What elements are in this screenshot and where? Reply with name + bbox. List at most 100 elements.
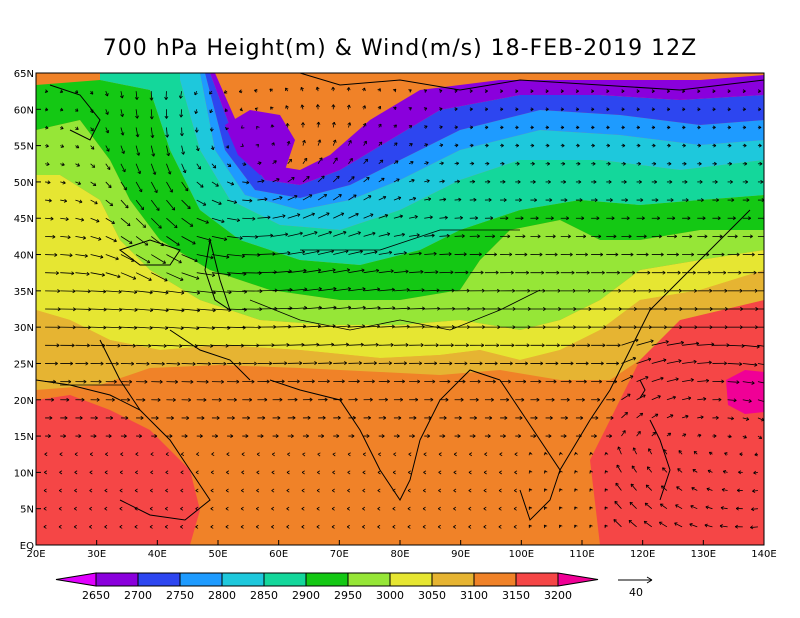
wind-arrowhead	[348, 140, 352, 144]
wind-arrowhead	[366, 434, 370, 438]
wind-arrowhead	[517, 179, 521, 184]
wind-arrowhead	[83, 379, 87, 384]
wind-arrowhead	[264, 197, 268, 202]
wind-arrow	[332, 139, 336, 146]
wind-arrow	[662, 467, 668, 473]
wind-arrowhead	[98, 379, 102, 384]
wind-arrowhead	[90, 109, 94, 113]
wind-arrow	[120, 127, 124, 136]
colorbar-swatch	[137, 572, 181, 587]
wind-arrowhead	[381, 177, 385, 182]
wind-arrowhead	[337, 415, 341, 420]
wind-arrow	[105, 91, 109, 97]
wind-arrowhead	[527, 325, 531, 330]
wind-arrow	[628, 520, 637, 528]
wind-arrowhead	[316, 506, 320, 511]
wind-arrow	[317, 157, 323, 164]
wind-arrow	[424, 289, 440, 292]
wind-arrowhead	[438, 488, 442, 493]
wind-arrowhead	[452, 306, 456, 311]
wind-arrow	[90, 308, 107, 311]
wind-arrowhead	[672, 216, 676, 221]
wind-arrowhead	[258, 161, 262, 166]
wind-arrowhead	[434, 361, 438, 366]
wind-arrowhead	[554, 252, 558, 257]
wind-arrowhead	[407, 488, 411, 493]
wind-arrowhead	[723, 270, 727, 275]
wind-arrowhead	[629, 501, 634, 506]
wind-arrowhead	[420, 269, 424, 274]
wind-arrowhead	[729, 161, 732, 166]
wind-arrowhead	[135, 452, 139, 457]
wind-arrow	[287, 288, 308, 292]
wind-arrow	[136, 326, 153, 329]
wind-arrowhead	[603, 307, 607, 311]
wind-arrowhead	[406, 324, 410, 329]
wind-arrowhead	[545, 107, 549, 112]
wind-arrow	[272, 307, 293, 310]
wind-arrowhead	[637, 431, 641, 435]
wind-arrowhead	[642, 394, 646, 398]
wind-arrowhead	[330, 249, 335, 254]
wind-arrowhead	[760, 179, 764, 184]
wind-arrowhead	[482, 306, 486, 311]
wind-arrow	[242, 235, 258, 238]
wind-arrowhead	[441, 179, 445, 184]
wind-arrowhead	[390, 269, 394, 274]
wind-arrowhead	[423, 452, 427, 457]
wind-arrowhead	[643, 234, 647, 239]
wind-arrowhead	[69, 253, 73, 258]
wind-arrowhead	[648, 288, 652, 293]
wind-arrowhead	[574, 524, 578, 529]
wind-arrowhead	[179, 114, 184, 118]
wind-arrowhead	[680, 340, 684, 345]
wind-arrowhead	[645, 376, 649, 380]
wind-arrowhead	[188, 397, 192, 402]
wind-arrowhead	[68, 379, 72, 384]
wind-arrowhead	[742, 89, 746, 94]
wind-arrowhead	[712, 89, 716, 94]
wind-arrow	[697, 361, 712, 364]
wind-arrowhead	[633, 325, 637, 330]
wind-arrowhead	[362, 470, 366, 475]
wind-arrowhead	[542, 325, 546, 330]
wind-arrowhead	[512, 307, 516, 311]
wind-arrowhead	[189, 223, 194, 227]
wind-arrowhead	[254, 107, 259, 112]
wind-arrowhead	[246, 180, 250, 185]
wind-arrow	[666, 342, 684, 346]
wind-arrow	[363, 251, 378, 255]
wind-arrowhead	[316, 249, 320, 254]
wind-arrowhead	[262, 415, 266, 420]
wind-arrowhead	[392, 88, 397, 93]
wind-arrowhead	[311, 379, 315, 384]
wind-arrowhead	[745, 179, 749, 184]
wind-arrowhead	[269, 88, 273, 92]
wind-arrow	[120, 272, 136, 280]
wind-arrowhead	[415, 397, 419, 402]
wind-arrowhead	[609, 434, 613, 439]
wind-arrowhead	[639, 412, 644, 417]
wind-arrow	[272, 160, 277, 165]
wind-arrowhead	[194, 129, 199, 133]
wind-arrowhead	[121, 150, 125, 154]
wind-arrowhead	[636, 107, 640, 112]
wind-arrowhead	[154, 434, 158, 439]
wind-arrow	[454, 199, 462, 201]
wind-arrow	[196, 199, 207, 206]
wind-arrowhead	[46, 162, 50, 167]
wind-arrowhead	[194, 91, 198, 96]
wind-arrow	[439, 180, 445, 183]
wind-arrowhead	[483, 524, 487, 529]
wind-arrowhead	[720, 506, 724, 510]
wind-arrowhead	[534, 415, 538, 420]
wind-arrowhead	[729, 179, 733, 184]
wind-arrowhead	[299, 231, 303, 236]
wind-arrowhead	[576, 143, 580, 148]
wind-arrow	[120, 254, 135, 262]
wind-arrowhead	[149, 290, 153, 295]
wind-arrowhead	[668, 161, 672, 166]
lat-tick-label: 20N	[14, 396, 34, 407]
wind-arrowhead	[461, 234, 465, 238]
wind-arrowhead	[558, 307, 562, 311]
